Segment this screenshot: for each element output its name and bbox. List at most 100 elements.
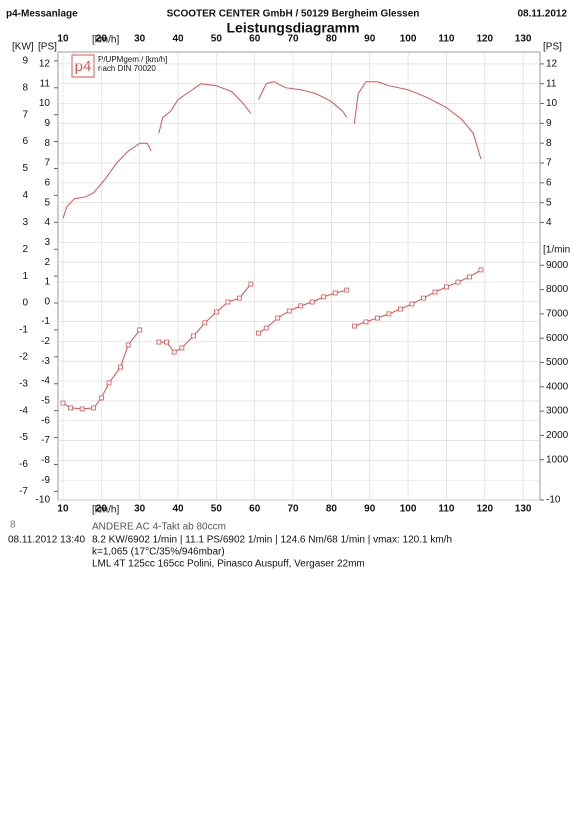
ps-tick-label: 4: [44, 217, 50, 228]
rpm-marker: [236, 295, 242, 301]
ps-tick-label: 8: [44, 138, 50, 149]
ps-tick-label: -3: [41, 356, 50, 367]
ps-tick-label: 1: [44, 277, 50, 288]
right-ps-tick-label: 5: [546, 197, 552, 208]
ps-tick-label: 6: [44, 177, 50, 188]
right-ps-tick-label: 9: [546, 118, 552, 129]
kw-tick-label: -3: [19, 378, 28, 389]
rpm-marker: [256, 330, 261, 336]
kw-tick-label: -1: [19, 325, 28, 336]
x-tick-label: 40: [172, 34, 184, 45]
rpm-tick-label: 4000: [546, 381, 569, 392]
right-ps-tick-label: 11: [546, 78, 557, 89]
rpm-tick-label: 1000: [546, 454, 569, 465]
rpm-marker: [68, 405, 74, 411]
x-tick-label: 20: [96, 34, 108, 45]
ps-tick-label: -8: [41, 455, 50, 466]
rpm-marker: [478, 267, 484, 273]
right-ps-label: [PS]: [543, 42, 562, 53]
x-tick-label: 110: [438, 504, 455, 515]
rpm-marker: [409, 301, 415, 307]
header-date: 08.11.2012: [518, 9, 568, 20]
x-tick-label: 60: [249, 504, 261, 515]
kw-tick-label: 7: [22, 109, 28, 120]
kw-tick-label: 4: [22, 190, 28, 201]
x-tick-label: 50: [211, 34, 223, 45]
rpm-marker: [321, 294, 327, 300]
rpm-marker: [156, 339, 162, 345]
rpm-marker: [398, 306, 403, 312]
x-tick-label: 110: [438, 34, 455, 45]
right-ps-tick-label: 10: [546, 98, 558, 109]
footer-class: ANDERE AC 4-Takt ab 80ccm: [92, 522, 226, 533]
x-tick-label: 120: [476, 504, 493, 515]
header-left: p4-Messanlage: [6, 9, 78, 20]
right-ps-tick-label: 8: [546, 138, 552, 149]
chart-title: Leistungsdiagramm: [226, 20, 359, 36]
x-tick-label: 80: [326, 34, 338, 45]
rpm-marker: [375, 315, 380, 321]
rpm-marker: [421, 295, 426, 301]
right-ps-tick-label: 12: [546, 59, 558, 70]
rpm-marker: [118, 364, 123, 370]
rpm-tick-label: 3000: [546, 406, 569, 417]
logo: p4: [75, 58, 92, 75]
ps-label: [PS]: [38, 42, 57, 53]
rpm-tick-label: 5000: [546, 357, 569, 368]
x-tick-label: 10: [57, 34, 69, 45]
x-tick-label: 90: [364, 504, 376, 515]
ps-tick-label: 7: [44, 158, 50, 169]
rpm-label: [1/min: [543, 245, 570, 256]
right-ps-tick-label: 4: [546, 217, 552, 228]
rpm-marker: [60, 400, 66, 406]
rpm-marker: [352, 323, 357, 329]
rpm-marker: [98, 395, 104, 401]
rpm-marker: [444, 284, 449, 290]
rpm-marker: [79, 406, 85, 412]
x-label-bottom: [km/h]: [92, 505, 119, 516]
ps-tick-label: 2: [44, 257, 50, 268]
rpm-marker: [432, 289, 438, 295]
rpm-marker: [179, 345, 185, 351]
ps-tick-label: -10: [36, 495, 51, 506]
footer-result: 8.2 KW/6902 1/min | 11.1 PS/6902 1/min |…: [92, 535, 452, 546]
rpm-marker: [344, 287, 350, 293]
ps-tick-label: -9: [41, 475, 50, 486]
x-tick-label: 120: [476, 34, 493, 45]
footer-vehicle: LML 4T 125cc 165cc Polini, Pinasco Auspu…: [92, 559, 365, 570]
kw-tick-label: -4: [19, 405, 28, 416]
rpm-marker: [298, 303, 304, 309]
series-line: [62, 269, 482, 410]
ps-tick-label: 10: [39, 98, 51, 109]
series-line: [62, 81, 482, 219]
logo-box: [71, 54, 95, 78]
rpm-tick-label: 6000: [546, 333, 569, 344]
kw-tick-label: 2: [22, 244, 28, 255]
ps-tick-label: -4: [41, 376, 50, 387]
right-ps-tick-label: 7: [546, 158, 552, 169]
rpm-marker: [125, 342, 131, 348]
rpm-marker: [91, 405, 97, 411]
ps-tick-label: -6: [41, 415, 50, 426]
ps-tick-label: 12: [39, 59, 51, 70]
rpm-marker: [455, 279, 461, 285]
rpm-tick-label: 7000: [546, 309, 569, 320]
rpm-marker: [106, 380, 112, 386]
kw-tick-label: -7: [19, 486, 28, 497]
kw-tick-label: -5: [19, 432, 28, 443]
right-ps-tick-label: -10: [546, 495, 561, 506]
ps-tick-label: -5: [41, 396, 50, 407]
rpm-marker: [202, 320, 208, 326]
kw-tick-label: 5: [22, 163, 28, 174]
rpm-marker: [363, 319, 369, 325]
x-tick-label: 80: [326, 504, 338, 515]
rpm-marker: [137, 327, 143, 333]
x-tick-label: 70: [287, 504, 299, 515]
x-tick-label: 90: [364, 34, 376, 45]
rpm-marker: [263, 325, 269, 331]
rpm-tick-label: 2000: [546, 430, 569, 441]
kw-label: [KW]: [12, 42, 34, 53]
x-tick-label: 130: [515, 34, 532, 45]
rpm-marker: [286, 308, 292, 314]
kw-tick-label: -2: [19, 351, 28, 362]
